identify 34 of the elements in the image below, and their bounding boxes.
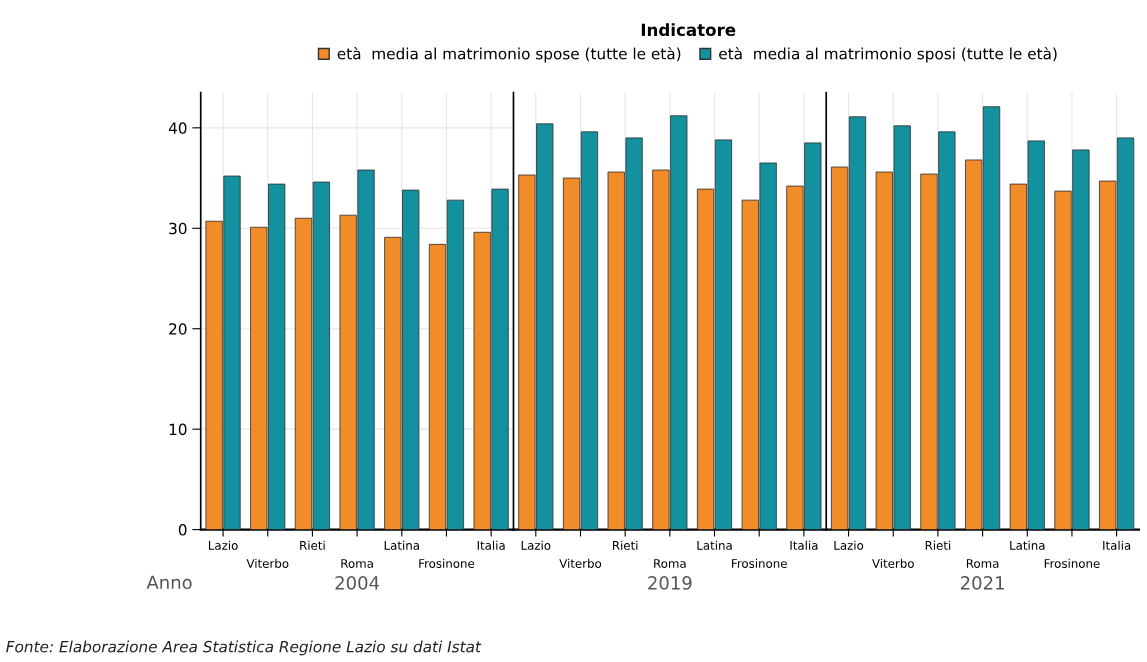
x-tick-label: Frosinone (732, 558, 787, 568)
y-tick-label: 30 (169, 222, 187, 235)
x-tick-label: Rieti (613, 540, 638, 550)
x-tick-label: Lazio (521, 540, 551, 550)
x-tick-label: Frosinone (1044, 558, 1100, 568)
x-tick-label: Latina (384, 540, 419, 550)
legend-label: età media al matrimonio spose (tutte le età) (337, 46, 681, 63)
x-tick-label: Rieti (300, 540, 325, 550)
legend-title: Indicatore (641, 23, 736, 37)
x-tick-label: Italia (477, 540, 505, 550)
x-tick-label: Viterbo (872, 558, 914, 568)
source-note: Fonte: Elaborazione Area Statistica Regione Lazio su dati Istat (6, 640, 482, 656)
y-tick-label: 10 (169, 423, 187, 436)
x-tick-label: Roma (966, 559, 999, 568)
x-tick-label: Viterbo (246, 558, 289, 568)
y-tick-label: 20 (169, 323, 187, 335)
legend-label: età media al matrimonio sposi (tutte le età) (719, 46, 1057, 63)
x-tick-label: Roma (654, 559, 686, 568)
x-tick-label: Lazio (208, 540, 238, 550)
x-tick-label: Viterbo (559, 558, 602, 568)
text: Anno (146, 575, 192, 590)
x-tick-label: Italia (1103, 540, 1131, 550)
y-tick-label: 40 (168, 122, 187, 134)
x-tick-label: Latina (697, 540, 732, 550)
x-axis-title: 2021 (960, 576, 1004, 590)
x-tick-label: Frosinone (419, 558, 475, 568)
x-tick-label: Latina (1010, 540, 1045, 550)
x-axis-title: 2019 (648, 576, 692, 590)
x-axis-title: 2004 (335, 576, 380, 590)
x-tick-label: Lazio (834, 540, 864, 550)
x-tick-label: Rieti (925, 540, 951, 550)
x-tick-label: Roma (341, 559, 373, 568)
x-tick-label: Italia (790, 540, 818, 550)
y-tick-label: 0 (178, 524, 187, 536)
